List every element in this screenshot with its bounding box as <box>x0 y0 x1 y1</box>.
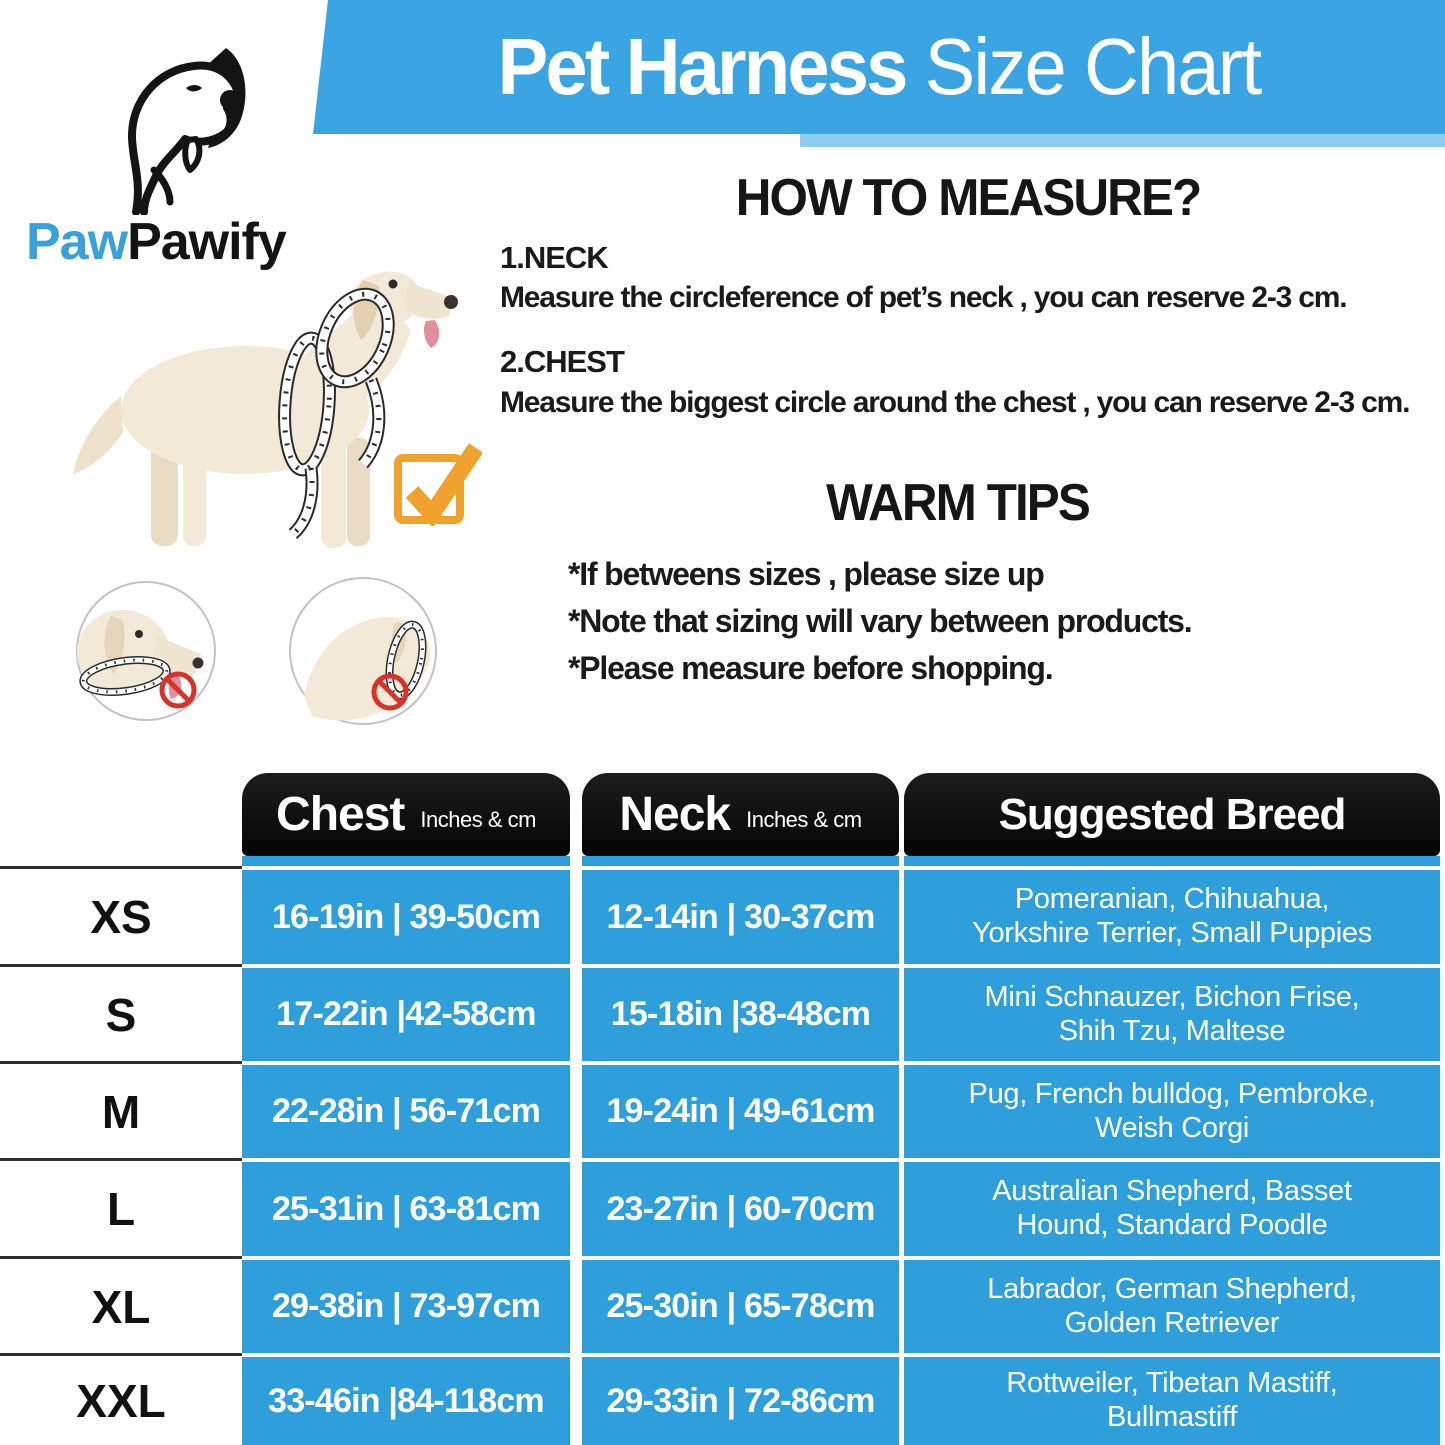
chest-value: 25-31in | 63-81cm <box>271 1189 541 1228</box>
breed-value: Labrador, German Shepherd, Golden Retrie… <box>904 1260 1440 1353</box>
header-banner <box>313 0 1445 134</box>
brand-wordmark: PawPawify <box>26 212 326 272</box>
size-label: XXL <box>76 1375 166 1427</box>
breed-line: Pug, French bulldog, Pembroke, <box>968 1077 1376 1110</box>
row-separator <box>242 1353 1440 1357</box>
warm-tip-3: *Please measure before shopping. <box>568 650 1054 686</box>
size-label: XS <box>90 891 152 943</box>
no-entry-icon <box>159 671 197 709</box>
step-neck-label: 1.NECK <box>500 240 609 275</box>
neck-value: 12-14in | 30-37cm <box>606 897 875 936</box>
breed-value: Rottweiler, Tibetan Mastiff, Bullmastiff <box>904 1357 1440 1445</box>
checkmark-icon <box>394 443 482 526</box>
breed-value: Pug, French bulldog, Pembroke, Weish Cor… <box>904 1065 1440 1158</box>
size-label: XL <box>91 1280 151 1333</box>
row-separator <box>242 1256 1440 1260</box>
breed-line: Mini Schnauzer, Bichon Frise, <box>984 980 1360 1013</box>
dog-logo-icon <box>128 48 246 215</box>
neck-header-label: Neck <box>619 788 731 841</box>
breed-line: Weish Corgi <box>1094 1111 1250 1144</box>
chest-value: 16-19in | 39-50cm <box>271 897 541 936</box>
chest-value: 33-46in |84-118cm <box>268 1381 544 1420</box>
breed-line: Yorkshire Terrier, Small Puppies <box>972 917 1372 949</box>
breed-line: Shih Tzu, Maltese <box>1058 1014 1286 1047</box>
size-column-line <box>0 1158 242 1161</box>
breed-line: Pomeranian, Chihuahua, <box>1014 883 1330 916</box>
breed-line: Bullmastiff <box>1107 1401 1237 1433</box>
step-chest-text: Measure the biggest circle around the ch… <box>500 386 1410 419</box>
brand-wordmark-paw: Paw <box>26 213 128 271</box>
size-column-line <box>0 866 242 869</box>
breed-line: Hound, Standard Poodle <box>1016 1209 1328 1241</box>
breed-header-label: Suggested Breed <box>998 789 1347 839</box>
warm-tip-2: *Note that sizing will vary between prod… <box>568 603 1193 639</box>
dog-measuring-illustration <box>73 271 458 548</box>
neck-column-background <box>582 856 899 1445</box>
chest-header-label: Chest <box>276 788 405 841</box>
row-separator <box>242 964 1440 968</box>
row-separator <box>242 1061 1440 1065</box>
size-label: S <box>105 988 137 1041</box>
page-title: Pet Harness Size Chart <box>341 0 1416 134</box>
row-separator <box>242 1158 1440 1162</box>
column-header-breed: Suggested Breed <box>904 773 1440 856</box>
how-to-measure-title: HOW TO MEASURE? <box>735 169 1202 227</box>
neck-header-units: Inches & cm <box>746 806 862 832</box>
breed-line: Golden Retriever <box>1064 1306 1280 1339</box>
size-column-line <box>0 1353 242 1356</box>
row-separator <box>242 866 1440 870</box>
brand-logo: PawPawify <box>18 12 328 282</box>
breed-value: Pomeranian, Chihuahua, Yorkshire Terrier… <box>904 870 1440 964</box>
chest-value: 29-38in | 73-97cm <box>271 1287 541 1325</box>
neck-value: 25-30in | 65-78cm <box>606 1287 875 1325</box>
breed-value: Australian Shepherd, Basset Hound, Stand… <box>904 1162 1440 1256</box>
breed-line: Labrador, German Shepherd, <box>987 1272 1357 1305</box>
chest-column-background <box>242 856 570 1445</box>
size-label: M <box>101 1085 141 1138</box>
neck-value: 23-27in | 60-70cm <box>606 1189 875 1228</box>
breed-value: Mini Schnauzer, Bichon Frise, Shih Tzu, … <box>904 968 1440 1061</box>
size-label: L <box>106 1183 136 1235</box>
step-neck-text: Measure the circleference of pet’s neck … <box>500 281 1348 314</box>
column-header-chest: Chest Inches & cm <box>242 773 570 856</box>
neck-value: 15-18in |38-48cm <box>610 995 871 1033</box>
chest-value: 17-22in |42-58cm <box>276 995 536 1033</box>
no-entry-icon <box>371 673 409 711</box>
wrong-measure-loose-inset <box>289 577 437 725</box>
size-column-line <box>0 1256 242 1259</box>
warm-tips-title: WARM TIPS <box>826 474 1091 532</box>
breed-line: Australian Shepherd, Basset <box>992 1175 1352 1208</box>
header-banner-shadow <box>800 134 1445 147</box>
size-column-line <box>0 1061 242 1064</box>
wrong-measure-neck-inset <box>76 581 216 721</box>
breed-line: Rottweiler, Tibetan Mastiff, <box>1006 1367 1338 1400</box>
neck-value: 19-24in | 49-61cm <box>606 1092 875 1130</box>
column-header-neck: Neck Inches & cm <box>582 773 899 856</box>
neck-value: 29-33in | 72-86cm <box>606 1381 875 1420</box>
page-title-light: Size Chart <box>924 22 1263 111</box>
warm-tip-1: *If betweens sizes , please size up <box>568 556 1045 592</box>
page-title-bold: Pet Harness <box>497 22 909 111</box>
chest-value: 22-28in | 56-71cm <box>271 1092 541 1130</box>
breed-column-background <box>904 856 1440 1445</box>
size-column-line <box>0 964 242 967</box>
brand-wordmark-pawify: Pawify <box>127 213 287 271</box>
step-chest-label: 2.CHEST <box>500 344 625 379</box>
chest-header-units: Inches & cm <box>420 806 536 832</box>
